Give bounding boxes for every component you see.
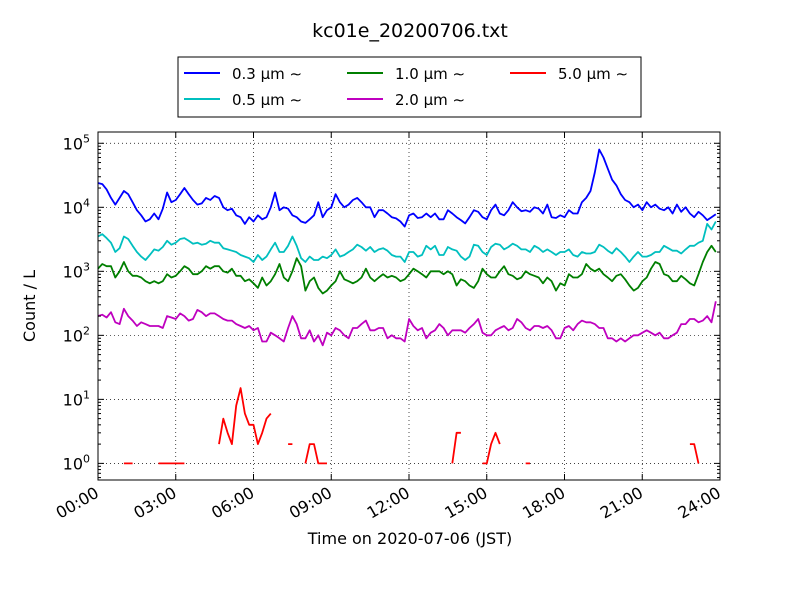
y-tick-label: 104	[63, 196, 90, 217]
x-axis-label: Time on 2020-07-06 (JST)	[307, 529, 512, 548]
y-tick-label: 101	[63, 388, 90, 409]
y-tick-label: 100	[63, 452, 90, 473]
legend-label: 0.3 μm ∼	[232, 65, 302, 83]
legend-label: 0.5 μm ∼	[232, 91, 302, 109]
chart-title: kc01e_20200706.txt	[312, 20, 508, 42]
y-tick-label: 105	[63, 132, 90, 153]
legend-label: 2.0 μm ∼	[395, 91, 465, 109]
series-line	[97, 301, 717, 347]
y-axis-label: Count / L	[20, 270, 39, 342]
series-line	[97, 221, 717, 263]
legend-label: 1.0 μm ∼	[395, 65, 465, 83]
legend: 0.3 μm ∼ 0.5 μm ∼ 1.0 μm ∼ 2.0 μm ∼ 5.0 μm ∼	[177, 56, 642, 118]
series-line	[97, 148, 717, 228]
legend-label: 5.0 μm ∼	[558, 65, 628, 83]
y-tick-label: 103	[63, 260, 90, 281]
series-lines	[97, 148, 717, 465]
plot-frame	[97, 131, 721, 481]
y-axis-ticks: 100 101 102 103 104 105	[63, 132, 720, 479]
legend-box	[177, 56, 642, 118]
y-tick-label: 102	[63, 324, 90, 345]
series-line	[97, 244, 717, 295]
series-line	[123, 387, 700, 465]
